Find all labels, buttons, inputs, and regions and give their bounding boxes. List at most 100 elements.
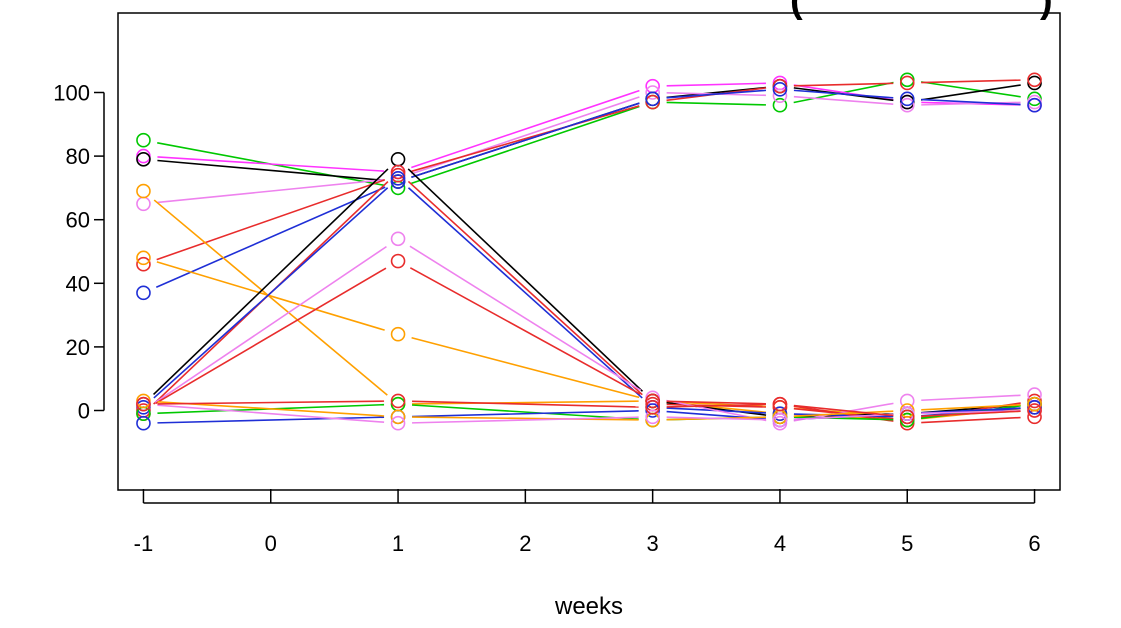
series-4-point [645,94,660,110]
series-11-segment [409,245,642,392]
series-15-segment [921,404,1021,411]
series-5-segment [411,102,640,178]
series-7-point [136,250,151,266]
series-0-point [136,132,151,148]
series-4-segment [793,82,894,87]
series-17-segment [793,404,894,417]
series-16-point [772,412,788,428]
series-3-point [1027,94,1042,110]
series-3-point [645,85,660,100]
x-tick-label: 2 [519,531,531,556]
series-12-point [645,393,660,409]
series-8-point [390,151,406,167]
series-4-segment [921,79,1021,84]
series-15-point [390,409,406,425]
series-5-point [772,82,788,97]
series-17-segment [666,403,766,408]
series-16-point [390,415,406,431]
series-9-segment [407,180,643,396]
series-4-point [899,75,915,91]
series-11-segment [154,245,387,404]
series-9-point [390,164,406,180]
series-0-segment [666,101,766,106]
series-16-segment [793,413,894,421]
series-7-segment [411,336,640,399]
series-14-point [136,415,151,431]
series-12-segment [409,267,641,395]
series-4-segment [411,105,640,173]
series-2-segment [920,84,1021,101]
series-17-point [645,400,660,415]
series-5-segment [793,89,894,99]
x-tick-label: 5 [901,531,913,556]
series-17-point [1027,403,1042,418]
series-17-point [390,393,406,409]
x-tick-label: 3 [647,531,659,556]
x-axis: -1 0 1 2 3 4 5 6 [134,489,1041,556]
chart-title-fragment: ( [790,0,803,21]
x-tick-label: 0 [265,531,277,556]
series-4-segment [156,179,386,261]
series-17-point [899,409,915,425]
series-5-point [899,91,915,107]
series-17-segment [157,400,385,405]
series-8-segment [152,168,389,396]
series-3-point [772,88,788,103]
series-0-segment [411,105,640,185]
x-tick-label: 4 [774,531,786,556]
series-12-segment [921,416,1021,424]
series-0-point [772,97,788,113]
series-1-segment [411,89,640,169]
x-tick-label: 1 [392,531,404,556]
series-0-point [899,72,915,88]
series-17-segment [412,400,639,408]
series-lines [152,79,1021,424]
chart-title-fragment-right: ) [1040,0,1053,21]
y-tick-label: 20 [66,335,90,360]
series-3-point [899,97,915,113]
series-15-point [645,412,660,428]
series-6-point [136,183,151,199]
y-tick-label: 60 [66,208,90,233]
series-2-segment [157,159,385,182]
series-13-segment [793,416,894,421]
series-4-point [136,256,151,272]
series-8-segment [407,168,644,392]
series-3-segment [157,178,385,204]
series-5-point [645,91,660,107]
series-4-point [772,78,788,94]
series-6-segment [153,199,388,396]
series-16-segment [666,416,766,421]
series-5-segment [666,89,767,99]
series-7-segment [156,261,385,331]
series-12-segment [155,267,387,405]
series-10-segment [153,187,389,399]
series-16-point [645,409,660,425]
series-13-point [390,396,406,412]
series-5-point [1027,97,1042,113]
series-7-point [390,326,406,342]
series-16-segment [412,416,639,424]
series-3-segment [793,95,894,105]
series-14-segment [412,410,639,418]
series-5-segment [921,98,1021,106]
series-5-point [136,285,151,301]
series-10-segment [407,187,643,399]
series-13-segment [411,404,639,420]
series-5-segment [155,186,386,288]
plot-frame [117,12,1061,491]
series-15-point [1027,396,1042,412]
series-2-point [899,94,915,110]
series-12-segment [666,400,766,405]
series-10-point [390,171,406,186]
series-15-segment [793,410,894,417]
y-tick-label: 0 [78,399,90,424]
x-axis-label: weeks [554,593,623,620]
series-10-segment [793,413,894,418]
series-14-segment [157,416,385,424]
series-2-point [136,151,151,167]
series-17-segment [921,410,1021,417]
series-1-point [136,148,151,164]
series-0-segment [920,81,1021,98]
